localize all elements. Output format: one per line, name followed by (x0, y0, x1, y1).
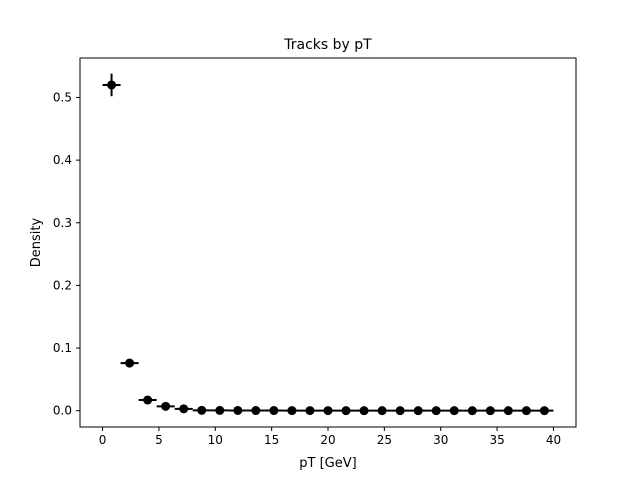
data-point (395, 406, 405, 416)
x-tick-label: 25 (377, 433, 392, 447)
x-axis-label: pT [GeV] (299, 456, 356, 471)
x-tick-label: 15 (264, 433, 279, 447)
x-axis-ticks: 0 5 10 15 20 25 30 35 40 (99, 427, 561, 447)
data-point (431, 406, 441, 416)
data-point (107, 80, 117, 90)
data-point (341, 406, 351, 416)
y-tick-label: 0.2 (53, 278, 72, 292)
data-marks (102, 73, 554, 416)
plot-frame (79, 57, 577, 428)
data-point (521, 406, 531, 416)
data-point (449, 406, 459, 416)
data-point (503, 406, 513, 416)
chart-title: Tracks by pT (283, 37, 372, 53)
y-axis-ticks: 0.0 0.1 0.2 0.3 0.4 0.5 (53, 90, 80, 418)
data-point (467, 406, 477, 416)
data-point (143, 395, 153, 405)
data-point (269, 406, 279, 416)
data-point (359, 406, 369, 416)
x-tick-label: 5 (155, 433, 163, 447)
data-point (287, 406, 297, 416)
data-point (125, 358, 135, 368)
x-tick-label: 10 (208, 433, 223, 447)
x-tick-label: 40 (546, 433, 561, 447)
data-point (197, 405, 207, 415)
data-point (485, 406, 495, 416)
data-point (161, 401, 171, 411)
data-point (323, 406, 333, 416)
y-tick-label: 0.3 (53, 216, 72, 230)
data-point (539, 406, 549, 416)
data-point (251, 406, 261, 416)
y-tick-label: 0.1 (53, 341, 72, 355)
data-point (413, 406, 423, 416)
y-tick-label: 0.5 (53, 90, 72, 104)
data-point (215, 405, 225, 415)
y-axis-label: Density (29, 217, 44, 267)
y-tick-label: 0.0 (53, 404, 72, 418)
x-tick-label: 35 (489, 433, 504, 447)
data-point (233, 405, 243, 415)
y-tick-label: 0.4 (53, 153, 72, 167)
x-tick-label: 0 (99, 433, 107, 447)
x-tick-label: 20 (320, 433, 335, 447)
x-tick-label: 30 (433, 433, 448, 447)
data-point (305, 406, 315, 416)
data-point (377, 406, 387, 416)
data-point (179, 404, 189, 414)
